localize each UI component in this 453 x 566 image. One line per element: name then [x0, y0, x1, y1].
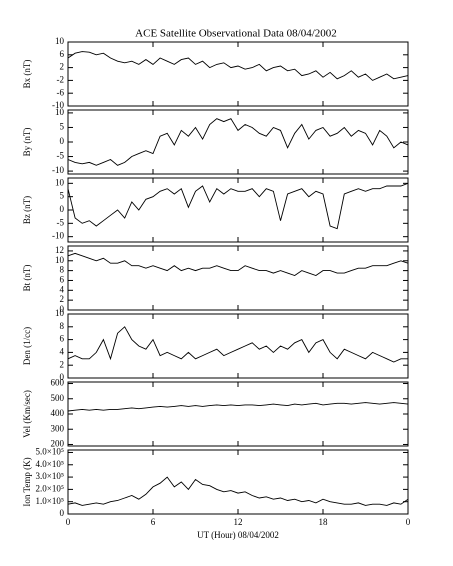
y-tick-label: 2	[60, 294, 65, 304]
data-line	[67, 326, 408, 363]
y-tick-label: -10	[52, 100, 64, 110]
y-tick-label: 12	[55, 245, 64, 255]
y-axis-label: Vel (Km/sec)	[22, 390, 32, 438]
y-tick-label: -5	[57, 217, 65, 227]
y-axis-label: By (nT)	[22, 128, 32, 157]
y-tick-label: 10	[55, 255, 65, 265]
x-tick-label: 0	[66, 517, 71, 527]
y-tick-label: -5	[57, 151, 65, 161]
y-axis-label: Den (1/cc)	[22, 327, 32, 365]
y-tick-label: 400	[51, 408, 65, 418]
y-tick-label: 5.0×10⁵	[36, 447, 64, 457]
data-line	[67, 252, 409, 276]
y-tick-label: -2	[57, 74, 65, 84]
y-tick-label: 3.0×10⁵	[36, 471, 64, 481]
y-tick-label: 10	[55, 308, 65, 318]
y-tick-label: 200	[51, 439, 65, 449]
y-axis-label: Bx (nT)	[22, 60, 32, 89]
y-tick-label: 10	[55, 36, 65, 46]
y-tick-label: 1.0×10⁵	[36, 496, 64, 506]
x-axis-label: UT (Hour) 08/04/2002	[197, 530, 279, 540]
y-tick-label: 6	[60, 49, 65, 59]
y-tick-label: 300	[51, 423, 65, 433]
y-tick-label: 0	[60, 304, 65, 314]
data-line	[67, 118, 409, 166]
y-tick-label: 0	[60, 136, 65, 146]
y-tick-label: 0	[60, 204, 65, 214]
chart-title: ACE Satellite Observational Data 08/04/2…	[135, 28, 337, 40]
y-tick-label: 8	[60, 321, 65, 331]
panel-frame	[67, 449, 409, 515]
y-tick-label: -10	[52, 165, 64, 175]
panel-frame	[67, 245, 409, 311]
y-tick-label: 600	[51, 378, 65, 388]
x-tick-label: 6	[151, 517, 156, 527]
y-tick-label: 10	[55, 107, 65, 117]
y-tick-label: 4	[60, 284, 65, 294]
y-axis-label: Ion Temp (K)	[22, 457, 32, 506]
x-tick-label: 12	[234, 517, 243, 527]
y-tick-label: 5	[60, 191, 65, 201]
y-tick-label: 500	[51, 393, 65, 403]
data-line	[67, 182, 409, 230]
y-tick-label: 5	[60, 122, 65, 132]
panel-frame	[67, 177, 409, 243]
y-tick-label: 6	[60, 334, 65, 344]
y-tick-label: 0	[60, 372, 65, 382]
x-tick-label: 0	[406, 517, 411, 527]
panel-frame	[67, 381, 409, 447]
x-tick-label: 18	[319, 517, 329, 527]
y-tick-label: -6	[57, 87, 65, 97]
y-tick-label: 2.0×10⁵	[36, 483, 64, 493]
y-axis-label: Bt (nT)	[22, 265, 32, 292]
y-tick-label: 2	[60, 62, 65, 72]
y-tick-label: 10	[55, 177, 65, 187]
panel-frame	[67, 41, 409, 107]
y-tick-label: 4.0×10⁵	[36, 459, 64, 469]
data-line	[67, 51, 409, 81]
y-tick-label: 8	[60, 265, 65, 275]
y-axis-label: Bz (nT)	[22, 196, 32, 224]
panel-frame	[67, 313, 409, 379]
data-line	[67, 402, 409, 412]
y-tick-label: 0	[60, 508, 65, 518]
data-line	[67, 476, 409, 506]
y-tick-label: 4	[60, 346, 65, 356]
y-tick-label: 2	[60, 359, 65, 369]
y-tick-label: -10	[52, 231, 64, 241]
y-tick-label: 6	[60, 275, 65, 285]
